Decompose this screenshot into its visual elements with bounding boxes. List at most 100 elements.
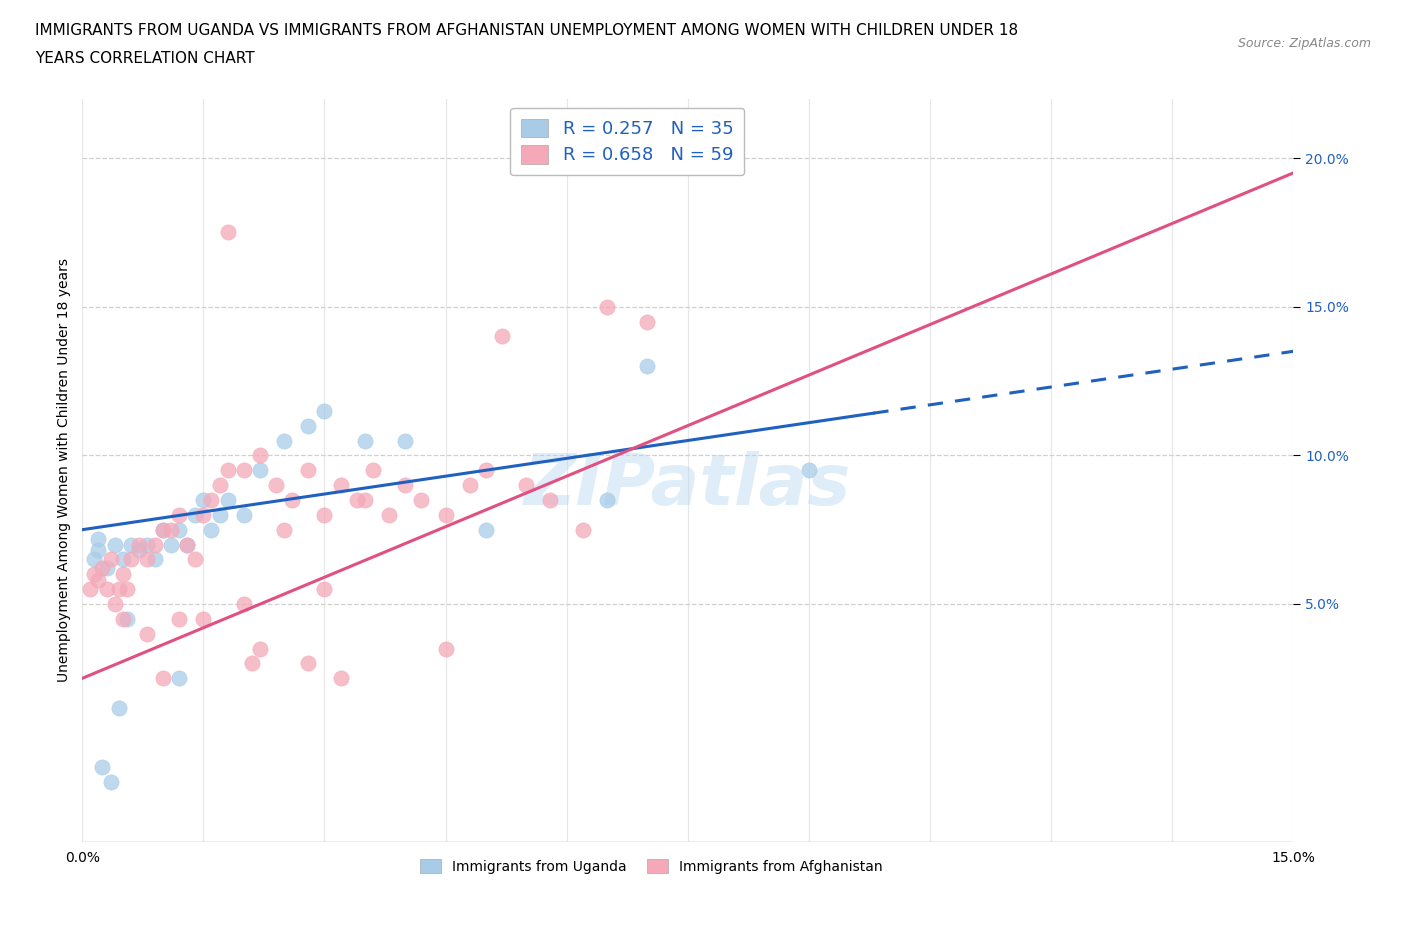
- Point: [128, 538, 150, 552]
- Point: [152, 523, 174, 538]
- Point: [329, 671, 352, 685]
- Point: [208, 478, 231, 493]
- Text: Source: ZipAtlas.com: Source: ZipAtlas.com: [1237, 37, 1371, 50]
- Point: [111, 552, 134, 567]
- Point: [636, 314, 658, 329]
- Point: [87, 573, 110, 588]
- Point: [232, 463, 254, 478]
- Point: [378, 508, 401, 523]
- Point: [103, 596, 125, 611]
- Point: [458, 478, 481, 493]
- Point: [160, 538, 183, 552]
- Point: [273, 433, 295, 448]
- Point: [87, 531, 110, 546]
- Point: [314, 508, 336, 523]
- Point: [107, 581, 129, 596]
- Point: [135, 552, 157, 567]
- Point: [353, 433, 375, 448]
- Point: [100, 552, 122, 567]
- Point: [96, 581, 118, 596]
- Point: [91, 561, 114, 576]
- Point: [167, 611, 190, 626]
- Point: [797, 463, 820, 478]
- Point: [208, 508, 231, 523]
- Point: [200, 493, 222, 508]
- Point: [281, 493, 304, 508]
- Point: [91, 760, 114, 775]
- Point: [411, 493, 433, 508]
- Text: ZIPatlas: ZIPatlas: [524, 451, 852, 520]
- Text: 0.0%: 0.0%: [65, 851, 100, 865]
- Point: [217, 225, 239, 240]
- Point: [160, 523, 183, 538]
- Point: [128, 543, 150, 558]
- Point: [143, 552, 166, 567]
- Point: [491, 329, 513, 344]
- Point: [193, 508, 215, 523]
- Point: [264, 478, 287, 493]
- Point: [200, 523, 222, 538]
- Point: [167, 508, 190, 523]
- Point: [143, 538, 166, 552]
- Point: [232, 508, 254, 523]
- Point: [249, 448, 271, 463]
- Point: [314, 581, 336, 596]
- Point: [273, 523, 295, 538]
- Point: [361, 463, 384, 478]
- Point: [193, 493, 215, 508]
- Point: [184, 552, 207, 567]
- Point: [103, 538, 125, 552]
- Point: [297, 463, 319, 478]
- Point: [167, 671, 190, 685]
- Point: [167, 523, 190, 538]
- Point: [120, 552, 142, 567]
- Point: [87, 543, 110, 558]
- Point: [475, 463, 498, 478]
- Point: [434, 641, 457, 656]
- Point: [434, 508, 457, 523]
- Point: [217, 493, 239, 508]
- Text: IMMIGRANTS FROM UGANDA VS IMMIGRANTS FROM AFGHANISTAN UNEMPLOYMENT AMONG WOMEN W: IMMIGRANTS FROM UGANDA VS IMMIGRANTS FRO…: [35, 23, 1018, 38]
- Point: [346, 493, 368, 508]
- Point: [96, 561, 118, 576]
- Point: [184, 508, 207, 523]
- Point: [596, 299, 619, 314]
- Point: [249, 641, 271, 656]
- Point: [394, 433, 416, 448]
- Point: [135, 538, 157, 552]
- Point: [193, 611, 215, 626]
- Point: [249, 463, 271, 478]
- Point: [394, 478, 416, 493]
- Point: [314, 404, 336, 418]
- Point: [111, 566, 134, 581]
- Point: [515, 478, 537, 493]
- Point: [100, 775, 122, 790]
- Point: [540, 493, 562, 508]
- Point: [115, 611, 138, 626]
- Point: [297, 418, 319, 433]
- Point: [115, 581, 138, 596]
- Point: [297, 656, 319, 671]
- Text: 15.0%: 15.0%: [1271, 851, 1315, 865]
- Point: [571, 523, 593, 538]
- Point: [152, 523, 174, 538]
- Y-axis label: Unemployment Among Women with Children Under 18 years: Unemployment Among Women with Children U…: [58, 259, 72, 683]
- Point: [232, 596, 254, 611]
- Point: [176, 538, 198, 552]
- Point: [83, 566, 105, 581]
- Point: [79, 581, 101, 596]
- Point: [176, 538, 198, 552]
- Point: [240, 656, 263, 671]
- Point: [83, 552, 105, 567]
- Point: [329, 478, 352, 493]
- Point: [107, 700, 129, 715]
- Point: [636, 359, 658, 374]
- Point: [152, 671, 174, 685]
- Point: [596, 493, 619, 508]
- Point: [111, 611, 134, 626]
- Point: [353, 493, 375, 508]
- Point: [475, 523, 498, 538]
- Point: [217, 463, 239, 478]
- Point: [135, 626, 157, 641]
- Legend: Immigrants from Uganda, Immigrants from Afghanistan: Immigrants from Uganda, Immigrants from …: [415, 854, 889, 880]
